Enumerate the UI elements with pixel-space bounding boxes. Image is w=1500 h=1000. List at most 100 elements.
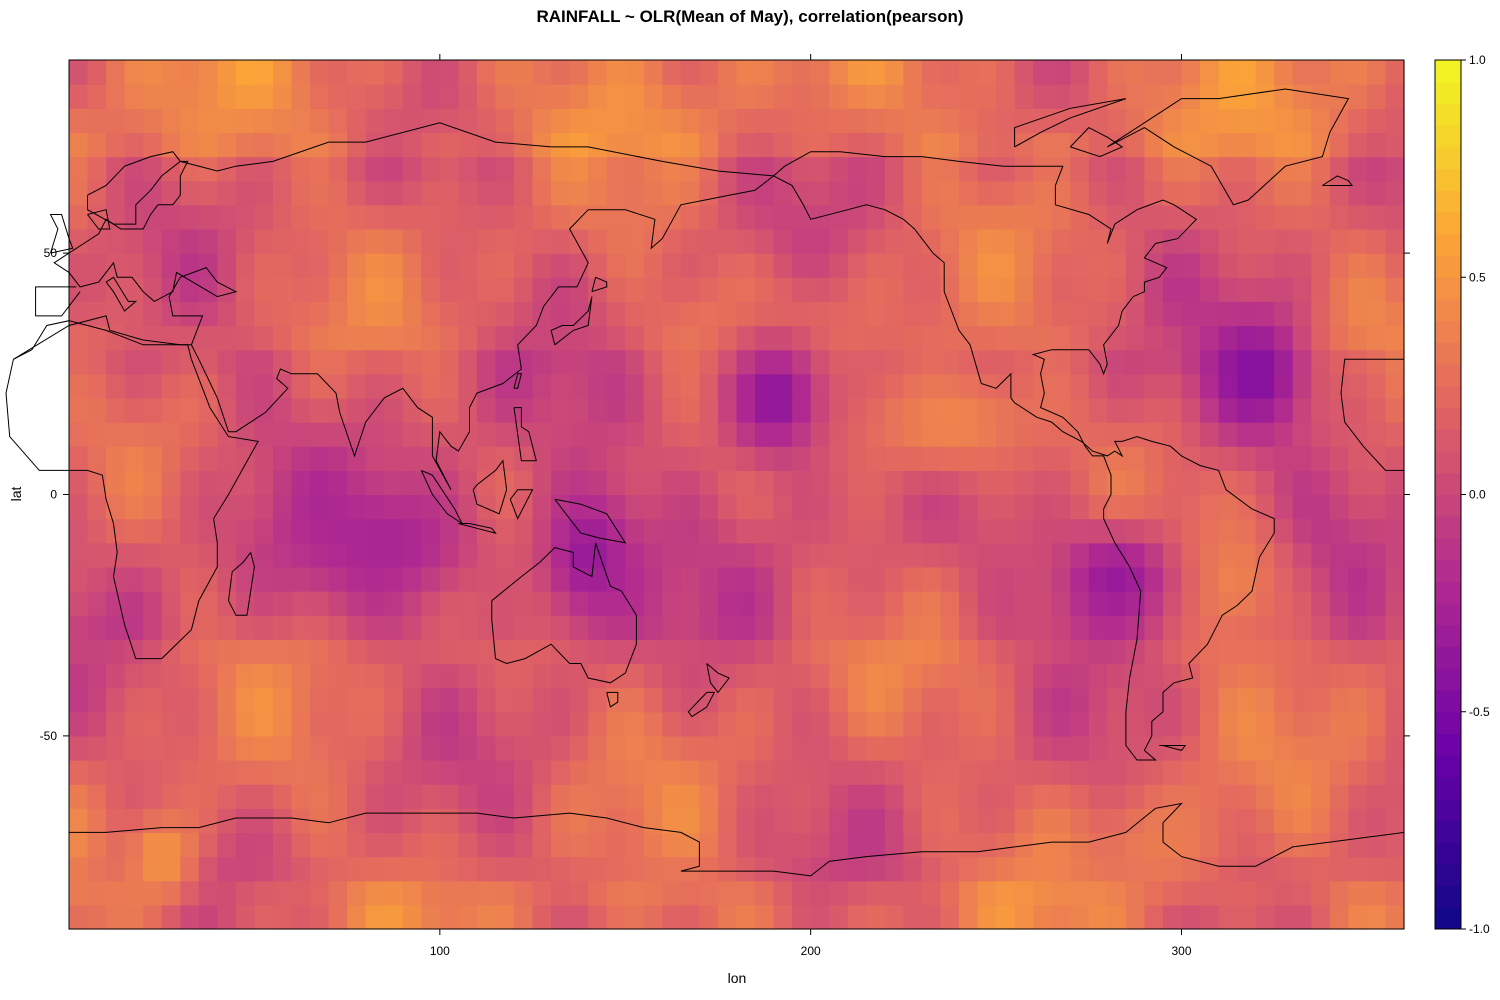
heatmap-cell (1181, 904, 1201, 930)
heatmap-cell (1125, 422, 1146, 447)
heatmap-cell (866, 204, 886, 230)
heatmap-cell (1070, 615, 1090, 640)
heatmap-cell (643, 277, 663, 302)
heatmap-cell (810, 84, 830, 109)
heatmap-cell (1181, 518, 1201, 544)
heatmap-cell (439, 397, 459, 423)
heatmap-cell (625, 784, 645, 809)
heatmap-cell (1366, 615, 1387, 640)
heatmap-cell (569, 566, 589, 592)
heatmap-cell (1144, 591, 1164, 616)
heatmap-cell (1107, 904, 1127, 930)
heatmap-cell (198, 711, 218, 737)
heatmap-cell (680, 591, 701, 616)
heatmap-cell (384, 204, 404, 230)
heatmap-cell (180, 880, 200, 906)
heatmap-cell (458, 373, 478, 399)
heatmap-cell (1255, 446, 1275, 471)
heatmap-cell (847, 156, 867, 182)
heatmap-cell (903, 156, 923, 182)
heatmap-cell (272, 615, 293, 640)
heatmap-cell (1014, 373, 1034, 399)
heatmap-cell (662, 132, 682, 158)
heatmap-cell (1014, 180, 1034, 206)
heatmap-cell (87, 204, 107, 230)
heatmap-cell (1033, 784, 1053, 809)
heatmap-cell (1274, 542, 1294, 568)
heatmap-cell (143, 204, 163, 230)
heatmap-cell (1033, 180, 1053, 206)
heatmap-cell (495, 591, 515, 616)
y-tick-label: 50 (44, 246, 58, 260)
heatmap-cell (291, 156, 311, 182)
heatmap-cell (792, 760, 812, 785)
heatmap-cell (921, 542, 942, 568)
heatmap-cell (680, 422, 701, 447)
heatmap-cell (1033, 591, 1053, 616)
heatmap-cell (625, 132, 645, 158)
heatmap-cell (1348, 808, 1368, 834)
heatmap-cell (365, 760, 385, 785)
heatmap-cell (662, 349, 682, 375)
heatmap-cell (1366, 60, 1387, 85)
heatmap-cell (106, 60, 126, 85)
heatmap-cell (421, 760, 441, 785)
heatmap-cell (829, 615, 849, 640)
heatmap-cell (514, 204, 534, 230)
heatmap-cell (1200, 325, 1220, 351)
heatmap-cell (643, 494, 663, 520)
heatmap-cell (161, 711, 181, 737)
heatmap-cell (625, 422, 645, 447)
heatmap-cell (1292, 880, 1312, 906)
heatmap-cell (254, 325, 274, 351)
heatmap-cell (1033, 397, 1053, 423)
heatmap-cell (810, 373, 830, 399)
heatmap-cell (625, 615, 645, 640)
heatmap-cell (866, 228, 886, 254)
heatmap-cell (717, 301, 738, 327)
heatmap-cell (495, 808, 515, 834)
heatmap-cell (736, 542, 756, 568)
heatmap-cell (1237, 615, 1257, 640)
heatmap-cell (588, 373, 608, 399)
heatmap-cell (755, 84, 775, 109)
heatmap-cell (1144, 663, 1164, 689)
heatmap-cell (421, 663, 441, 689)
heatmap-cell (1125, 325, 1146, 351)
heatmap-cell (1255, 325, 1275, 351)
heatmap-cell (272, 108, 293, 134)
heatmap-cell (625, 832, 645, 858)
heatmap-cell (1033, 639, 1053, 665)
coastline-path (509, 489, 534, 520)
heatmap-cell (235, 397, 256, 423)
heatmap-cell (328, 832, 348, 858)
heatmap-cell (1144, 566, 1164, 592)
heatmap-cell (1162, 60, 1183, 85)
heatmap-cell (792, 228, 812, 254)
heatmap-cell (569, 373, 589, 399)
heatmap-cell (1218, 84, 1238, 109)
heatmap-cell (773, 204, 793, 230)
heatmap-cell (1366, 639, 1387, 665)
heatmap-cell (1162, 446, 1183, 471)
heatmap-cell (198, 470, 218, 496)
heatmap-cell (495, 542, 515, 568)
heatmap-cell (69, 880, 89, 906)
heatmap-cell (514, 663, 534, 689)
heatmap-cell (1329, 615, 1349, 640)
heatmap-cell (755, 494, 775, 520)
heatmap-cell (87, 832, 107, 858)
heatmap-cell (569, 156, 589, 182)
heatmap-cell (1107, 253, 1127, 278)
heatmap-cell (940, 760, 960, 785)
heatmap-cell (699, 156, 719, 182)
heatmap-cell (1144, 397, 1164, 423)
heatmap-cell (1200, 639, 1220, 665)
heatmap-cell (940, 132, 960, 158)
heatmap-cell (717, 880, 738, 906)
heatmap-cell (1070, 687, 1090, 713)
heatmap-cell (328, 760, 348, 785)
heatmap-cell (606, 518, 626, 544)
heatmap-cell (903, 591, 923, 616)
heatmap-cell (1162, 856, 1183, 882)
